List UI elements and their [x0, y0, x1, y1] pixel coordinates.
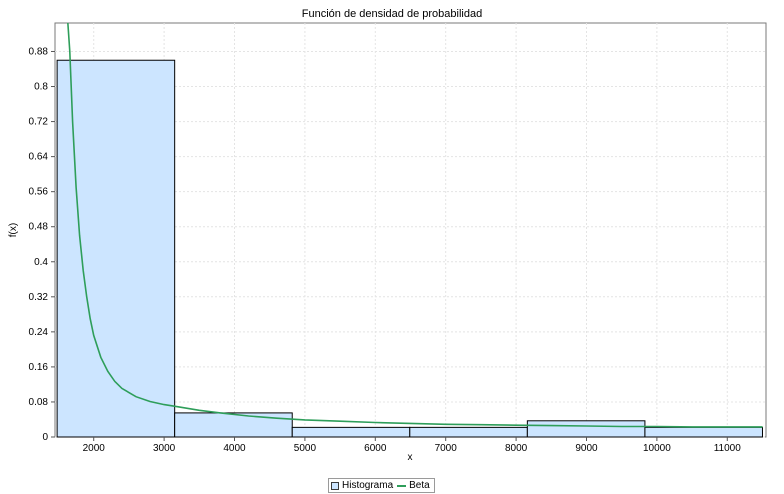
x-tick-label: 8000	[505, 443, 528, 454]
x-tick-label: 7000	[435, 443, 458, 454]
x-tick-label: 10000	[643, 443, 671, 454]
histogram-swatch-icon	[331, 481, 339, 490]
legend: Histograma Beta	[328, 478, 435, 493]
y-tick-label: 0	[42, 432, 48, 443]
y-tick-label: 0.32	[29, 292, 49, 303]
x-tick-label: 9000	[575, 443, 598, 454]
y-tick-label: 0.4	[34, 257, 48, 268]
histogram-bar	[174, 412, 293, 438]
y-tick-label: 0.56	[29, 187, 49, 198]
histogram-bars	[56, 59, 763, 438]
x-tick-label: 6000	[364, 443, 387, 454]
x-axis: 2000 3000 4000 5000 6000 7000 8000 9000 10000 110…	[83, 437, 742, 454]
histogram-bar	[526, 420, 646, 438]
beta-line-group	[67, 23, 763, 428]
histogram-bar	[644, 426, 763, 438]
x-tick-label: 4000	[223, 443, 246, 454]
y-tick-label: 0.64	[29, 152, 49, 163]
y-tick-label: 0.08	[29, 397, 49, 408]
y-tick-label: 0.48	[29, 222, 49, 233]
y-tick-label: 0.8	[34, 82, 48, 93]
y-axis: 0 0.08 0.16 0.24 0.32 0.4 0.48 0.56 0.64 0.72 0.8 0…	[29, 46, 55, 443]
legend-label-beta: Beta	[409, 480, 430, 491]
histogram-bar	[409, 426, 528, 438]
line-swatch-icon	[397, 484, 407, 487]
histogram-bar	[291, 426, 411, 438]
x-tick-label: 11000	[714, 443, 742, 454]
y-tick-label: 0.16	[29, 362, 49, 373]
histogram-bar	[56, 59, 176, 438]
legend-item-histograma: Histograma	[331, 480, 393, 491]
y-tick-label: 0.24	[29, 327, 49, 338]
x-axis-label: x	[408, 452, 413, 463]
x-tick-label: 3000	[153, 443, 176, 454]
beta-line	[67, 23, 763, 428]
x-tick-label: 5000	[294, 443, 317, 454]
x-tick-label: 2000	[83, 443, 106, 454]
y-tick-label: 0.88	[29, 46, 49, 57]
legend-label-histograma: Histograma	[342, 480, 394, 491]
chart-title: Función de densidad de probabilidad	[302, 8, 482, 20]
y-axis-label: f(x)	[8, 223, 19, 237]
legend-item-beta: Beta	[397, 480, 430, 491]
y-tick-label: 0.72	[29, 117, 49, 128]
